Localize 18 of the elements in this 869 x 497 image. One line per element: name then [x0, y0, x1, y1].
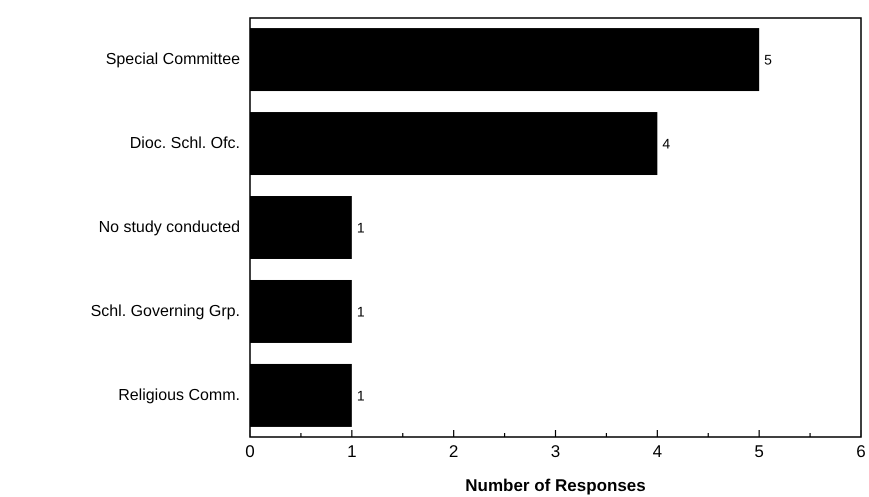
x-tick-label: 6: [856, 442, 866, 461]
data-label: 1: [356, 303, 365, 320]
x-axis-title: Number of Responses: [465, 476, 646, 495]
x-tick-label: 4: [652, 442, 662, 461]
x-tick-label: 0: [245, 442, 255, 461]
y-tick-label: Schl. Governing Grp.: [90, 302, 240, 320]
data-label: 4: [662, 136, 670, 152]
x-tick-label: 1: [347, 442, 357, 461]
y-tick-label: Special Committee: [106, 51, 240, 68]
x-tick-label: 5: [754, 442, 764, 461]
y-tick-label: Dioc. Schl. Ofc.: [130, 135, 240, 152]
x-tick-label: 2: [448, 442, 458, 461]
data-label: 1: [356, 387, 365, 404]
data-label: 1: [356, 220, 365, 236]
y-tick-label: Religious Comm.: [118, 386, 240, 404]
y-tick-label: No study conducted: [98, 219, 240, 236]
x-tick-label: 3: [550, 442, 560, 461]
data-label: 5: [764, 52, 772, 68]
